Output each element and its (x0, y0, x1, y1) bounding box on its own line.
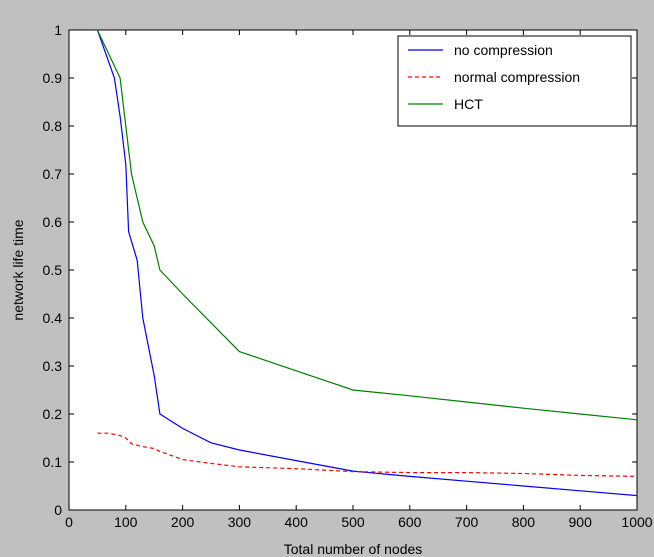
series-line-2 (96, 29, 638, 421)
y-tick-label: 1 (54, 22, 62, 38)
y-tick-label: 0.7 (43, 166, 63, 182)
x-tick-label: 1000 (621, 514, 652, 530)
x-tick-label: 300 (228, 514, 252, 530)
y-tick-label: 0 (54, 502, 62, 518)
y-tick-label: 0.2 (43, 406, 63, 422)
x-tick-label: 700 (455, 514, 479, 530)
x-tick-label: 600 (398, 514, 422, 530)
series-line-1 (97, 432, 638, 477)
legend: no compression normal compression HCT (397, 35, 632, 127)
series-lines (96, 29, 638, 497)
legend-label: normal compression (454, 69, 580, 85)
legend-label: HCT (454, 96, 483, 112)
x-tick-label: 100 (114, 514, 138, 530)
y-tick-label: 0.4 (43, 310, 63, 326)
y-tick-label: 0.1 (43, 454, 63, 470)
y-axis-title: network life time (10, 219, 26, 320)
x-tick-label: 900 (569, 514, 593, 530)
legend-label: no compression (454, 42, 553, 58)
axis-ticks (68, 29, 638, 511)
x-tick-label: 800 (512, 514, 536, 530)
x-tick-label: 400 (285, 514, 309, 530)
y-tick-label: 0.6 (43, 214, 63, 230)
x-tick-label: 200 (171, 514, 195, 530)
x-tick-label: 0 (65, 514, 73, 530)
legend-box (397, 35, 632, 127)
y-tick-label: 0.5 (43, 262, 63, 278)
y-tick-label: 0.8 (43, 118, 63, 134)
x-tick-label: 500 (341, 514, 365, 530)
series-line-0 (96, 29, 638, 497)
y-tick-label: 0.3 (43, 358, 63, 374)
x-axis-title: Total number of nodes (284, 541, 423, 557)
y-tick-label: 0.9 (43, 70, 63, 86)
axis-tick-labels: 0 100 200 300 400 500 600 700 800 900 1000 0 0.1 0.2 0… (43, 22, 653, 530)
